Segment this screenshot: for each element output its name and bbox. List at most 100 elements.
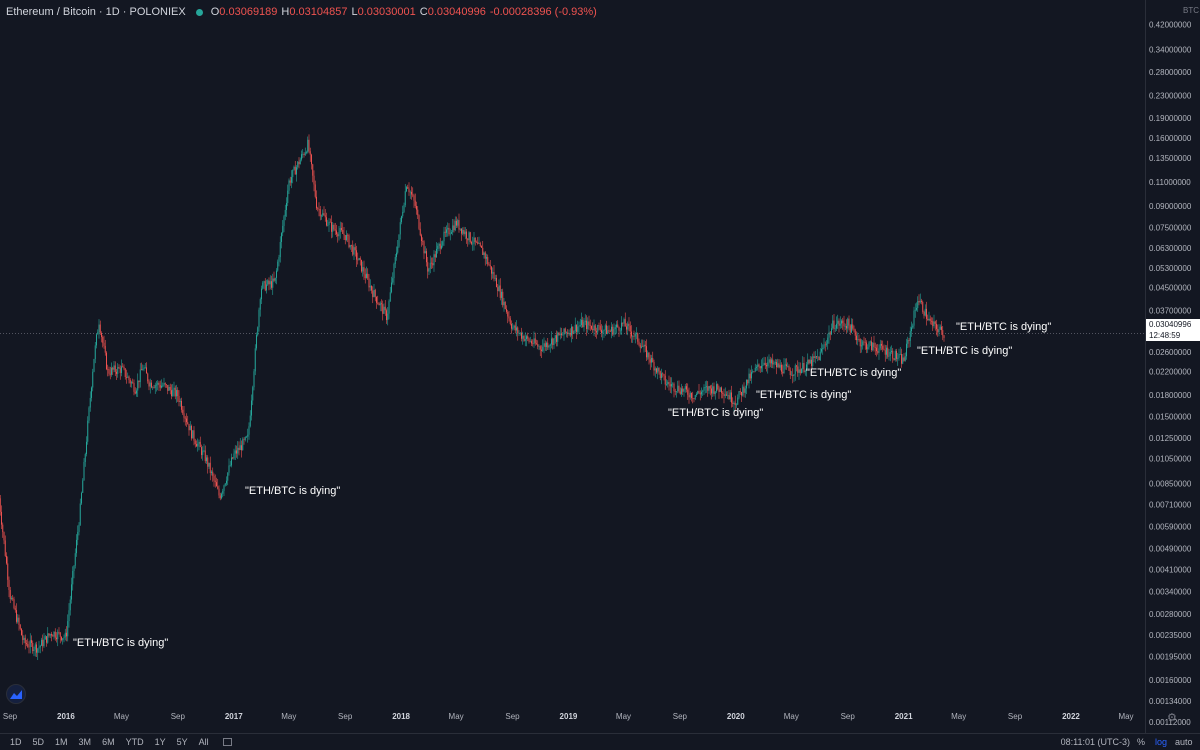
range-5d-button[interactable]: 5D xyxy=(32,737,45,747)
candle-body xyxy=(775,362,777,368)
candlestick-chart[interactable]: Sep 2016 May Sep 2017 May Sep 2018 May Sep 2019 May… xyxy=(0,0,1145,733)
price-tick-label: 0.00195000 xyxy=(1149,653,1192,662)
candle-body xyxy=(705,386,707,388)
candle-body xyxy=(568,332,570,334)
annotation-text[interactable]: "ETH/BTC is dying" xyxy=(73,637,169,649)
candle-body xyxy=(164,383,166,385)
candle-body xyxy=(440,245,442,249)
candle-body xyxy=(813,356,815,359)
candle-body xyxy=(724,394,726,396)
range-1d-button[interactable]: 1D xyxy=(10,737,22,747)
annotation-text[interactable]: "ETH/BTC is dying" xyxy=(668,407,764,419)
candle-body xyxy=(349,244,351,248)
candle-body xyxy=(2,524,4,533)
range-all-button[interactable]: All xyxy=(198,737,209,747)
annotation-text[interactable]: "ETH/BTC is dying" xyxy=(917,345,1013,357)
annotation-text[interactable]: "ETH/BTC is dying" xyxy=(245,485,341,497)
annotation-text[interactable]: "ETH/BTC is dying" xyxy=(806,367,902,379)
calendar-icon[interactable] xyxy=(222,738,232,746)
candle-body xyxy=(390,282,392,293)
range-6m-button[interactable]: 6M xyxy=(102,737,115,747)
auto-toggle[interactable]: auto xyxy=(1175,737,1193,747)
candle-body xyxy=(905,343,907,357)
candle-body xyxy=(902,357,904,364)
candle-body xyxy=(435,248,437,258)
candle-body xyxy=(503,301,505,306)
tradingview-logo-icon[interactable] xyxy=(6,684,26,704)
candle-body xyxy=(310,154,312,165)
candle-body xyxy=(198,441,200,444)
candle-body xyxy=(884,350,886,355)
range-1y-button[interactable]: 1Y xyxy=(154,737,166,747)
candle-body xyxy=(399,222,401,235)
candle-body xyxy=(417,209,419,216)
range-ytd-button[interactable]: YTD xyxy=(125,737,144,747)
percent-toggle[interactable]: % xyxy=(1137,737,1146,747)
candle-body xyxy=(634,333,636,337)
candle-body xyxy=(885,347,887,355)
candle-body xyxy=(757,364,759,368)
candle-body xyxy=(912,325,914,328)
candle-body xyxy=(218,488,220,496)
candle-body xyxy=(544,343,546,347)
candle-body xyxy=(672,383,674,385)
candle-body xyxy=(499,285,501,298)
candle-body xyxy=(444,231,446,233)
candle-body xyxy=(899,354,901,355)
range-5y-button[interactable]: 5Y xyxy=(176,737,188,747)
candle-body xyxy=(807,359,809,365)
last-price-value: 0.03040996 xyxy=(1149,320,1192,329)
candle-body xyxy=(194,440,196,445)
candle-body xyxy=(225,480,227,484)
candle-body xyxy=(404,191,406,206)
candle-body xyxy=(477,242,479,244)
log-toggle[interactable]: log xyxy=(1155,737,1168,747)
candle-body xyxy=(562,334,564,336)
candle-body xyxy=(698,391,700,393)
candle-body xyxy=(772,359,774,365)
candle-body xyxy=(614,327,616,330)
time-tick-label: May xyxy=(449,712,464,721)
candle-body xyxy=(519,332,521,334)
candle-body xyxy=(409,191,411,193)
time-tick-label: 2016 xyxy=(57,712,75,721)
candle-body xyxy=(733,402,735,404)
candle-body xyxy=(593,325,595,331)
price-axis[interactable]: 0.42000000 0.34000000 0.28000000 0.23000000… xyxy=(1145,0,1200,733)
candle-body xyxy=(567,332,569,334)
candle-body xyxy=(853,328,855,331)
annotation-text[interactable]: "ETH/BTC is dying" xyxy=(756,389,852,401)
candle-body xyxy=(629,325,631,332)
candle-body xyxy=(129,379,131,384)
candle-body xyxy=(157,382,159,385)
candle-body xyxy=(345,235,347,241)
candle-body xyxy=(847,318,849,329)
candle-body xyxy=(79,503,81,525)
chart-settings-gear-icon[interactable]: ⚙ xyxy=(1167,712,1177,724)
candle-body xyxy=(753,371,755,372)
candle-body xyxy=(859,339,861,347)
candle-body xyxy=(653,361,655,371)
candle-body xyxy=(688,394,690,398)
range-1m-button[interactable]: 1M xyxy=(55,737,68,747)
candle-body xyxy=(874,347,876,348)
candle-body xyxy=(147,373,149,382)
time-tick-label: Sep xyxy=(505,712,520,721)
candle-body xyxy=(714,391,716,395)
candle-body xyxy=(148,381,150,387)
candle-body xyxy=(654,368,656,371)
annotation-text[interactable]: "ETH/BTC is dying" xyxy=(956,321,1052,333)
symbol-description[interactable]: Ethereum / Bitcoin · 1D · POLONIEX xyxy=(6,6,186,18)
candle-body xyxy=(378,303,380,306)
clock-readout[interactable]: 08:11:01 (UTC-3) xyxy=(1060,737,1130,747)
chart-pane[interactable]: Sep 2016 May Sep 2017 May Sep 2018 May Sep 2019 May… xyxy=(0,0,1145,733)
price-tick-label: 0.23000000 xyxy=(1149,91,1192,100)
candle-body xyxy=(377,302,379,304)
candle-body xyxy=(308,139,310,152)
candle-body xyxy=(29,640,31,648)
candle-body xyxy=(748,373,750,384)
candle-body xyxy=(362,267,364,272)
candle-body xyxy=(379,303,381,306)
candle-body xyxy=(33,649,35,652)
range-3m-button[interactable]: 3M xyxy=(78,737,92,747)
